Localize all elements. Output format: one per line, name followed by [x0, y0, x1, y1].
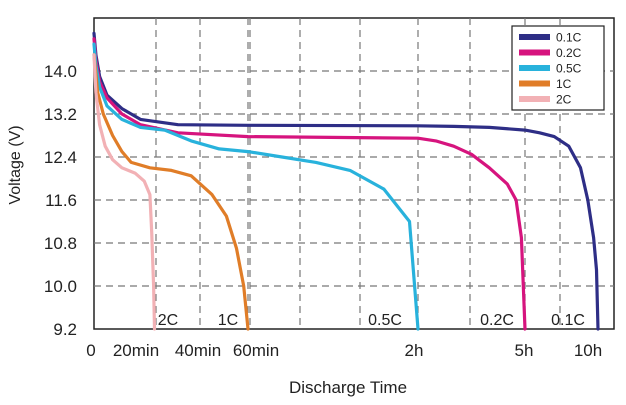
y-axis-ticks: 14.0 13.2 12.4 11.6 10.8 10.0 9.2 — [44, 62, 77, 339]
legend-label: 2C — [556, 93, 572, 107]
y-axis-label: Voltage (V) — [7, 125, 24, 204]
legend-swatch — [519, 34, 550, 40]
end-label-0-5c: 0.5C — [368, 312, 402, 329]
series-layer — [92, 31, 600, 331]
legend-label: 1C — [556, 77, 572, 91]
series-line-0-2c — [92, 37, 527, 331]
legend-label: 0.5C — [556, 62, 582, 76]
y-tick-label: 10.8 — [44, 234, 77, 253]
x-tick-label: 10h — [574, 341, 602, 360]
series-line-1c — [92, 53, 250, 331]
legend-swatch — [519, 65, 550, 71]
legend-label: 0.1C — [556, 31, 582, 45]
y-tick-label: 10.0 — [44, 277, 77, 296]
x-axis-label: Discharge Time — [289, 378, 407, 397]
series-line-0-5c — [92, 42, 420, 331]
y-tick-label: 12.4 — [44, 148, 77, 167]
y-tick-label: 11.6 — [45, 191, 77, 210]
x-tick-label: 60min — [233, 341, 279, 360]
series-line-0-1c — [92, 31, 600, 331]
legend-swatch — [519, 80, 550, 87]
series-line-2c — [92, 53, 157, 331]
y-tick-label: 9.2 — [53, 320, 77, 339]
y-tick-label: 13.2 — [44, 105, 77, 124]
x-tick-label: 0 — [86, 341, 95, 360]
x-tick-label: 20min — [113, 341, 159, 360]
x-axis-ticks: 0 20min 40min 60min 2h 5h 10h — [86, 341, 602, 360]
series-end-labels: 0.1C 0.2C 0.5C 1C 2C — [158, 312, 585, 329]
end-label-0-1c: 0.1C — [551, 312, 585, 329]
legend-swatch — [519, 49, 550, 56]
x-tick-label: 5h — [515, 341, 534, 360]
end-label-1c: 1C — [218, 312, 238, 329]
end-label-0-2c: 0.2C — [480, 312, 514, 329]
legend-swatch — [519, 96, 550, 102]
end-label-2c: 2C — [158, 312, 178, 329]
x-tick-label: 40min — [175, 341, 221, 360]
y-tick-label: 14.0 — [44, 62, 77, 81]
x-tick-label: 2h — [405, 341, 424, 360]
legend-label: 0.2C — [556, 46, 582, 60]
